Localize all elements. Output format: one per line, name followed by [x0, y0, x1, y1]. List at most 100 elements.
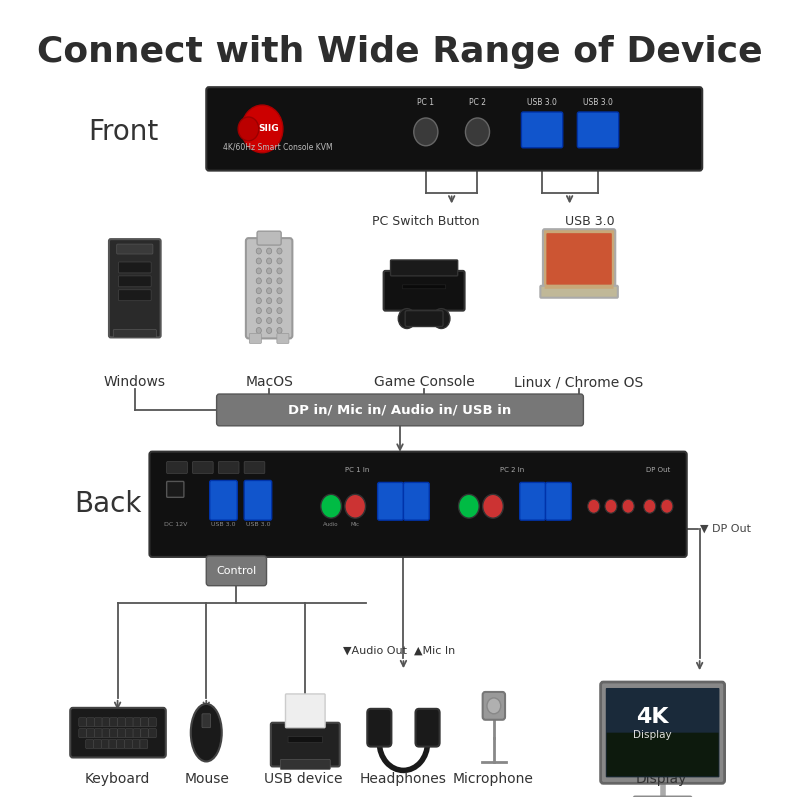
FancyBboxPatch shape	[118, 290, 151, 301]
Text: PC 1 In: PC 1 In	[345, 466, 369, 473]
FancyBboxPatch shape	[244, 462, 265, 474]
FancyBboxPatch shape	[117, 740, 125, 749]
Circle shape	[238, 117, 258, 141]
FancyBboxPatch shape	[110, 729, 118, 738]
FancyBboxPatch shape	[634, 796, 692, 800]
Circle shape	[487, 698, 501, 714]
Text: Mouse: Mouse	[185, 772, 230, 786]
FancyBboxPatch shape	[133, 718, 141, 726]
Text: Back: Back	[74, 490, 142, 518]
Circle shape	[242, 105, 283, 153]
FancyBboxPatch shape	[415, 709, 440, 746]
Circle shape	[458, 494, 479, 518]
Text: Control: Control	[216, 566, 257, 576]
FancyBboxPatch shape	[140, 740, 148, 749]
Circle shape	[266, 327, 272, 334]
Circle shape	[266, 268, 272, 274]
FancyBboxPatch shape	[288, 737, 322, 742]
Text: USB 3.0: USB 3.0	[527, 98, 557, 107]
Circle shape	[266, 288, 272, 294]
Text: USB 3.0: USB 3.0	[565, 215, 614, 228]
FancyBboxPatch shape	[578, 112, 618, 148]
FancyBboxPatch shape	[271, 722, 340, 766]
FancyBboxPatch shape	[546, 482, 571, 520]
Circle shape	[644, 499, 656, 514]
FancyBboxPatch shape	[522, 112, 562, 148]
FancyBboxPatch shape	[109, 740, 117, 749]
FancyBboxPatch shape	[133, 729, 141, 738]
Circle shape	[256, 268, 262, 274]
FancyBboxPatch shape	[114, 330, 156, 338]
FancyBboxPatch shape	[244, 481, 272, 520]
Text: Audio: Audio	[323, 522, 339, 527]
Text: Headphones: Headphones	[360, 772, 447, 786]
FancyBboxPatch shape	[110, 718, 118, 726]
FancyBboxPatch shape	[257, 231, 281, 245]
Circle shape	[266, 258, 272, 264]
FancyBboxPatch shape	[384, 271, 465, 310]
FancyBboxPatch shape	[141, 729, 149, 738]
FancyBboxPatch shape	[94, 729, 102, 738]
FancyBboxPatch shape	[79, 729, 86, 738]
Text: Display: Display	[636, 772, 687, 786]
FancyBboxPatch shape	[217, 394, 583, 426]
Circle shape	[256, 278, 262, 284]
FancyBboxPatch shape	[546, 233, 612, 285]
Ellipse shape	[190, 704, 222, 762]
FancyBboxPatch shape	[118, 729, 126, 738]
Text: DP in/ Mic in/ Audio in/ USB in: DP in/ Mic in/ Audio in/ USB in	[288, 403, 512, 417]
FancyBboxPatch shape	[540, 286, 618, 298]
Circle shape	[256, 248, 262, 254]
FancyBboxPatch shape	[606, 688, 719, 778]
Circle shape	[256, 308, 262, 314]
Text: 4K: 4K	[636, 706, 669, 726]
Circle shape	[398, 309, 415, 329]
Circle shape	[605, 499, 617, 514]
FancyBboxPatch shape	[482, 692, 505, 720]
Circle shape	[661, 499, 673, 514]
Text: USB 3.0: USB 3.0	[211, 522, 236, 527]
FancyBboxPatch shape	[210, 481, 238, 520]
FancyBboxPatch shape	[126, 729, 133, 738]
FancyBboxPatch shape	[149, 718, 156, 726]
FancyBboxPatch shape	[109, 239, 161, 338]
Circle shape	[277, 288, 282, 294]
Circle shape	[256, 258, 262, 264]
Circle shape	[482, 494, 503, 518]
FancyBboxPatch shape	[166, 462, 187, 474]
Text: Windows: Windows	[104, 375, 166, 389]
FancyBboxPatch shape	[102, 740, 109, 749]
FancyBboxPatch shape	[94, 740, 102, 749]
Text: ▼ DP Out: ▼ DP Out	[700, 524, 750, 534]
FancyBboxPatch shape	[118, 262, 151, 273]
Circle shape	[433, 309, 450, 329]
FancyBboxPatch shape	[102, 718, 110, 726]
Circle shape	[277, 308, 282, 314]
FancyBboxPatch shape	[118, 718, 126, 726]
Circle shape	[277, 258, 282, 264]
FancyBboxPatch shape	[149, 729, 156, 738]
FancyBboxPatch shape	[280, 759, 330, 770]
FancyBboxPatch shape	[86, 729, 94, 738]
FancyBboxPatch shape	[277, 334, 289, 343]
FancyBboxPatch shape	[94, 718, 102, 726]
FancyBboxPatch shape	[202, 714, 210, 728]
FancyBboxPatch shape	[390, 260, 458, 276]
Text: MacOS: MacOS	[245, 375, 293, 389]
Circle shape	[277, 298, 282, 304]
Circle shape	[622, 499, 634, 514]
FancyBboxPatch shape	[86, 740, 94, 749]
FancyBboxPatch shape	[405, 310, 443, 326]
Text: DC 12V: DC 12V	[163, 522, 187, 527]
FancyBboxPatch shape	[125, 740, 132, 749]
Text: 4K/60Hz Smart Console KVM: 4K/60Hz Smart Console KVM	[222, 142, 332, 152]
Text: DP Out: DP Out	[646, 466, 670, 473]
Circle shape	[266, 278, 272, 284]
FancyBboxPatch shape	[79, 718, 86, 726]
FancyBboxPatch shape	[378, 482, 403, 520]
FancyBboxPatch shape	[126, 718, 133, 726]
FancyBboxPatch shape	[86, 718, 94, 726]
FancyBboxPatch shape	[70, 708, 166, 758]
FancyBboxPatch shape	[601, 682, 725, 783]
Circle shape	[414, 118, 438, 146]
